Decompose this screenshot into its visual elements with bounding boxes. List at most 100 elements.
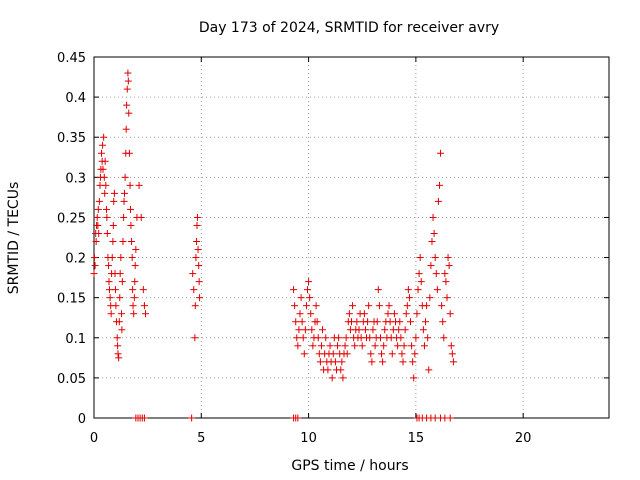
data-point: [124, 69, 132, 77]
data-point: [379, 358, 387, 366]
data-point: [385, 302, 393, 310]
data-point: [334, 342, 342, 350]
data-point: [401, 326, 409, 334]
data-point: [114, 342, 122, 350]
data-point: [322, 334, 330, 342]
data-point: [441, 270, 449, 278]
data-point: [307, 310, 315, 318]
data-point: [419, 326, 427, 334]
data-point: [140, 302, 148, 310]
data-point: [297, 294, 305, 302]
data-point: [342, 334, 350, 342]
data-point: [137, 213, 145, 221]
data-point: [100, 173, 108, 181]
data-point: [135, 181, 143, 189]
data-point: [375, 302, 383, 310]
data-point: [121, 173, 129, 181]
data-point: [449, 358, 457, 366]
data-point: [90, 254, 98, 262]
data-point: [102, 205, 110, 213]
data-point: [444, 254, 452, 262]
data-point: [400, 342, 408, 350]
data-point: [345, 310, 353, 318]
data-point: [433, 286, 441, 294]
data-point: [193, 238, 201, 246]
data-point: [119, 238, 127, 246]
data-point: [101, 189, 109, 197]
data-point: [380, 342, 388, 350]
chart-title: Day 173 of 2024, SRMTID for receiver avr…: [199, 20, 499, 36]
y-tick-label: 0.15: [57, 292, 86, 307]
data-point: [113, 334, 121, 342]
data-point: [376, 334, 384, 342]
data-point: [423, 302, 431, 310]
data-point: [118, 326, 126, 334]
data-point: [313, 318, 321, 326]
y-tick-label: 0.2: [65, 252, 86, 267]
x-tick-label: 5: [197, 431, 205, 446]
data-point: [369, 326, 377, 334]
data-point: [291, 302, 299, 310]
data-point: [414, 286, 422, 294]
data-point: [316, 358, 324, 366]
data-point: [94, 205, 102, 213]
data-point: [448, 350, 456, 358]
data-point: [106, 294, 114, 302]
data-point: [312, 302, 320, 310]
data-point: [126, 181, 134, 189]
data-point: [292, 318, 300, 326]
data-point: [404, 286, 412, 294]
data-point: [403, 302, 411, 310]
data-point: [122, 125, 130, 133]
data-point: [361, 326, 369, 334]
data-point: [409, 358, 417, 366]
data-point: [425, 366, 433, 374]
y-tick-label: 0.05: [57, 372, 86, 387]
data-point: [116, 270, 124, 278]
data-point: [103, 213, 111, 221]
data-point: [293, 334, 301, 342]
data-point: [126, 205, 134, 213]
data-point: [443, 294, 451, 302]
x-axis-ticks: 0 5 10 15 20: [90, 57, 531, 446]
data-point: [438, 302, 446, 310]
x-tick-label: 15: [408, 431, 425, 446]
y-tick-label: 0.3: [65, 171, 86, 186]
data-point: [326, 342, 334, 350]
data-point: [130, 310, 138, 318]
data-point: [431, 254, 439, 262]
data-point: [368, 358, 376, 366]
data-point: [111, 286, 119, 294]
data-point: [92, 238, 100, 246]
data-point: [394, 342, 402, 350]
data-point: [429, 213, 437, 221]
data-point: [373, 318, 381, 326]
data-point: [123, 101, 131, 109]
data-point: [107, 310, 115, 318]
y-axis-ticks: 0 0.05 0.1 0.15 0.2 0.25 0.3 0.35 0.4 0.45: [57, 51, 609, 427]
data-point: [434, 197, 442, 205]
data-point: [439, 318, 447, 326]
data-point: [410, 374, 418, 382]
data-point: [324, 366, 332, 374]
data-point: [142, 310, 149, 318]
data-point: [294, 342, 302, 350]
data-point: [397, 334, 405, 342]
data-point: [339, 374, 347, 382]
data-point: [319, 326, 327, 334]
data-point: [120, 189, 128, 197]
data-point: [295, 326, 303, 334]
data-point: [99, 141, 107, 149]
y-tick-label: 0.35: [57, 131, 86, 146]
x-tick-label: 0: [90, 431, 98, 446]
data-point: [390, 310, 398, 318]
data-point: [125, 109, 133, 117]
data-point: [131, 278, 139, 286]
data-point: [120, 213, 128, 221]
data-point: [426, 294, 434, 302]
data-point: [353, 318, 361, 326]
data-point: [428, 238, 436, 246]
data-point: [129, 286, 137, 294]
data-point: [306, 294, 314, 302]
data-point: [129, 302, 137, 310]
